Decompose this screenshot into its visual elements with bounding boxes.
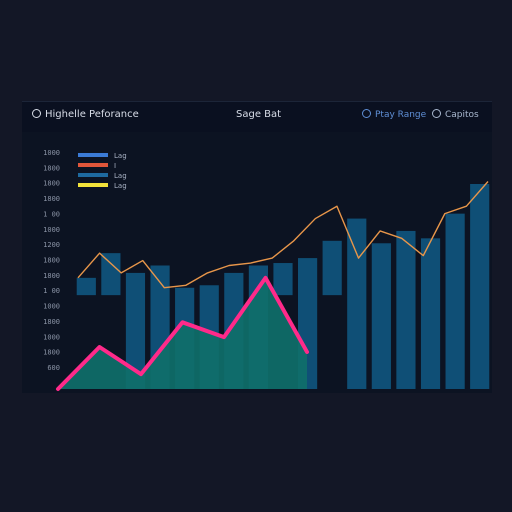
y-tick-label: 1000 xyxy=(43,303,60,311)
y-tick-label: 1800 xyxy=(43,349,60,357)
range-button[interactable]: Ptay Range xyxy=(362,109,426,120)
y-tick-label: 1000 xyxy=(43,226,60,234)
y-tick-label: 1200 xyxy=(43,241,60,249)
area-line xyxy=(56,275,309,391)
chart-panel: Highelle Peforance Sage Bat Ptay Range C… xyxy=(22,101,492,393)
legend-label: Lag xyxy=(114,152,127,160)
legend-swatch xyxy=(78,173,108,177)
y-tick-label: 600 xyxy=(47,364,60,372)
legend-label: I xyxy=(114,162,116,170)
legend-label: Lag xyxy=(114,172,127,180)
y-tick-label: 1000 xyxy=(43,333,60,341)
bar xyxy=(371,243,391,389)
y-tick-label: 1800 xyxy=(43,257,60,265)
chart-canvas: 1000 1800 1800 1800 1 00 1000 1200 1800 1800 1 00… xyxy=(43,149,490,391)
y-tick-label: 1 00 xyxy=(43,287,60,295)
bar xyxy=(76,277,96,296)
bar xyxy=(125,272,146,389)
bar xyxy=(101,253,121,296)
circle-icon xyxy=(32,109,41,118)
range-button-label: Ptay Range xyxy=(375,110,427,120)
y-tick-label: 1800 xyxy=(43,272,60,280)
bar xyxy=(273,263,293,296)
capture-button[interactable]: Capitos xyxy=(432,109,479,120)
legend-label: Lag xyxy=(114,182,127,190)
chart-title-text: Highelle Peforance xyxy=(45,109,139,120)
legend-swatch xyxy=(78,153,108,157)
y-tick-label: 1800 xyxy=(43,195,60,203)
y-tick-label: 1800 xyxy=(43,164,60,172)
bar xyxy=(470,183,490,389)
bar xyxy=(322,240,342,296)
y-tick-label: 1000 xyxy=(43,149,60,157)
circle-icon xyxy=(432,109,441,118)
y-tick-label: 1 00 xyxy=(43,210,60,218)
y-tick-label: 1800 xyxy=(43,180,60,188)
bar xyxy=(347,218,367,389)
bar-trend-line xyxy=(77,181,489,289)
chart-subtitle: Sage Bat xyxy=(236,109,282,120)
y-tick-label: 1800 xyxy=(43,318,60,326)
capture-button-label: Capitos xyxy=(445,110,479,120)
bar xyxy=(445,213,465,389)
legend-swatch xyxy=(78,183,108,187)
legend-swatch xyxy=(78,163,108,167)
bar xyxy=(420,238,441,389)
chart-title: Highelle Peforance xyxy=(32,109,139,120)
chart-header: Highelle Peforance Sage Bat Ptay Range C… xyxy=(22,102,492,132)
circle-icon xyxy=(362,109,371,118)
bar xyxy=(396,230,416,389)
